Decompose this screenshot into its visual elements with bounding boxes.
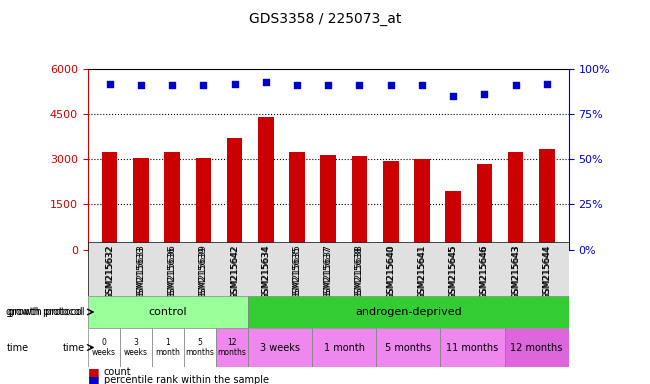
Point: [323, 82, 333, 88]
Text: 5
months: 5 months: [185, 338, 214, 357]
Text: GSM215644: GSM215644: [542, 245, 551, 299]
Text: GSM215642: GSM215642: [230, 246, 239, 300]
Bar: [352, 156, 367, 250]
Text: percentile rank within the sample: percentile rank within the sample: [104, 375, 269, 384]
Text: GSM215636: GSM215636: [168, 246, 177, 301]
Bar: [184, 328, 216, 367]
Bar: [196, 158, 211, 250]
Point: [105, 81, 115, 87]
Bar: [258, 117, 274, 250]
Text: GSM215643: GSM215643: [511, 246, 520, 300]
Point: [229, 81, 240, 87]
Bar: [152, 328, 184, 367]
Text: 11 months: 11 months: [447, 343, 499, 353]
Text: GSM215646: GSM215646: [480, 246, 489, 300]
Text: GSM215637: GSM215637: [324, 245, 333, 300]
Point: [448, 93, 458, 99]
Bar: [441, 328, 504, 367]
Text: GSM215632: GSM215632: [105, 246, 114, 300]
Bar: [120, 328, 152, 367]
Text: growth protocol: growth protocol: [6, 307, 83, 317]
Text: GDS3358 / 225073_at: GDS3358 / 225073_at: [249, 12, 401, 25]
Text: GSM215646: GSM215646: [480, 245, 489, 300]
Point: [136, 82, 146, 88]
Text: 3 weeks: 3 weeks: [260, 343, 300, 353]
Text: GSM215635: GSM215635: [292, 245, 302, 300]
Bar: [102, 152, 118, 250]
Text: GSM215635: GSM215635: [292, 246, 302, 301]
Bar: [88, 296, 248, 328]
Text: GSM215633: GSM215633: [136, 246, 146, 301]
Text: GSM215643: GSM215643: [511, 245, 520, 300]
Text: 12
months: 12 months: [218, 338, 246, 357]
Text: GSM215642: GSM215642: [230, 245, 239, 299]
Text: GSM215638: GSM215638: [355, 245, 364, 300]
Bar: [320, 155, 336, 250]
Bar: [227, 138, 242, 250]
Point: [510, 82, 521, 88]
Text: GSM215641: GSM215641: [417, 245, 426, 300]
Bar: [88, 242, 569, 296]
Bar: [376, 328, 441, 367]
Point: [385, 82, 396, 88]
Text: 12 months: 12 months: [510, 343, 563, 353]
Text: GSM215641: GSM215641: [417, 246, 426, 300]
Bar: [414, 159, 430, 250]
Text: GSM215636: GSM215636: [168, 245, 177, 300]
Text: GSM215638: GSM215638: [355, 246, 364, 301]
Text: ■: ■: [88, 366, 99, 379]
Text: GSM215645: GSM215645: [448, 245, 458, 300]
Point: [292, 82, 302, 88]
Bar: [216, 328, 248, 367]
Text: 1
month: 1 month: [155, 338, 180, 357]
Text: GSM215640: GSM215640: [386, 245, 395, 300]
Text: GSM215633: GSM215633: [136, 245, 146, 300]
Text: control: control: [149, 307, 187, 317]
Point: [261, 79, 271, 85]
Bar: [383, 161, 398, 250]
Point: [541, 81, 552, 87]
Text: 0
weeks: 0 weeks: [92, 338, 116, 357]
Bar: [445, 191, 461, 250]
Text: GSM215637: GSM215637: [324, 246, 333, 301]
Bar: [312, 328, 376, 367]
Point: [198, 82, 209, 88]
Text: GSM215634: GSM215634: [261, 245, 270, 300]
Text: growth protocol: growth protocol: [8, 307, 84, 317]
Text: androgen-deprived: androgen-deprived: [355, 307, 462, 317]
Text: 1 month: 1 month: [324, 343, 365, 353]
Bar: [164, 152, 180, 250]
Point: [417, 82, 427, 88]
Point: [354, 82, 365, 88]
Text: GSM215640: GSM215640: [386, 246, 395, 300]
Text: GSM215645: GSM215645: [448, 246, 458, 300]
Text: GSM215634: GSM215634: [261, 246, 270, 300]
Bar: [133, 158, 149, 250]
Bar: [539, 149, 554, 250]
Bar: [504, 328, 569, 367]
Bar: [88, 328, 120, 367]
Point: [479, 91, 489, 98]
Text: 5 months: 5 months: [385, 343, 432, 353]
Bar: [248, 328, 312, 367]
Bar: [508, 152, 523, 250]
Text: GSM215639: GSM215639: [199, 245, 208, 300]
Bar: [476, 164, 492, 250]
Text: time: time: [6, 343, 29, 353]
Bar: [289, 152, 305, 250]
Point: [167, 82, 177, 88]
Text: ■: ■: [88, 374, 99, 384]
Text: time: time: [62, 343, 84, 353]
Text: GSM215639: GSM215639: [199, 246, 208, 301]
Bar: [248, 296, 569, 328]
Text: 3
weeks: 3 weeks: [124, 338, 148, 357]
Text: count: count: [104, 367, 131, 377]
Text: GSM215644: GSM215644: [542, 246, 551, 300]
Text: GSM215632: GSM215632: [105, 245, 114, 300]
